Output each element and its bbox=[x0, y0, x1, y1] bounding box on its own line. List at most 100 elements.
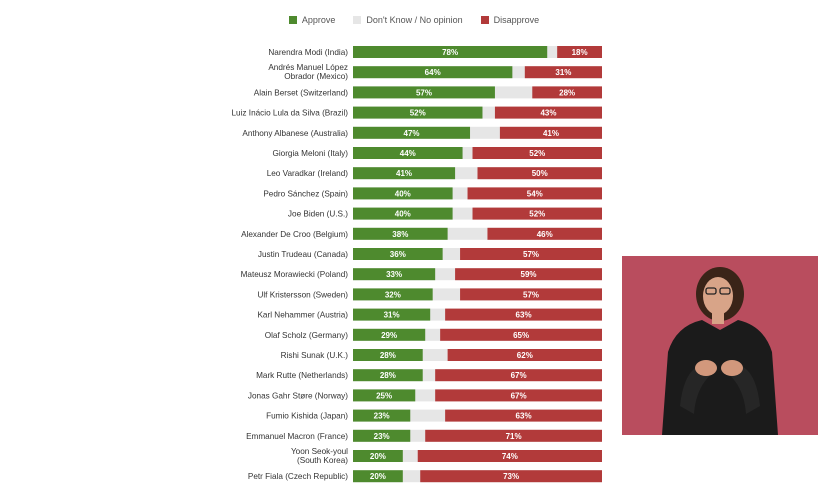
bar-approve bbox=[353, 328, 426, 341]
category-label: Ulf Kristersson (Sweden) bbox=[257, 290, 348, 299]
bar-approve bbox=[353, 167, 456, 180]
data-label-disapprove: 73% bbox=[503, 472, 519, 481]
bar-approve bbox=[353, 187, 453, 200]
category-label: Yoon Seok-youl (South Korea) bbox=[291, 447, 348, 465]
data-label-disapprove: 41% bbox=[543, 129, 559, 138]
data-label-approve: 47% bbox=[404, 129, 420, 138]
legend-swatch-disapprove bbox=[480, 16, 489, 24]
bar-approve bbox=[353, 308, 431, 321]
category-label: Petr Fiala (Czech Republic) bbox=[248, 472, 348, 481]
bar-approve bbox=[353, 86, 495, 99]
data-label-disapprove: 18% bbox=[572, 48, 588, 57]
data-label-approve: 28% bbox=[380, 351, 396, 360]
data-label-disapprove: 52% bbox=[529, 149, 545, 158]
bar-disapprove bbox=[460, 288, 602, 301]
bar-disapprove bbox=[435, 389, 602, 402]
legend-label-approve: Approve bbox=[301, 15, 336, 25]
category-label: Alain Berset (Switzerland) bbox=[254, 88, 348, 97]
data-label-approve: 31% bbox=[384, 311, 400, 320]
data-label-disapprove: 67% bbox=[511, 371, 527, 380]
bar-disapprove bbox=[557, 46, 602, 58]
data-label-disapprove: 63% bbox=[516, 311, 532, 320]
data-label-approve: 32% bbox=[385, 290, 401, 299]
legend-item-neutral: Don't Know / No opinion bbox=[353, 15, 463, 25]
category-label: Rishi Sunak (U.K.) bbox=[281, 351, 349, 360]
data-label-approve: 25% bbox=[376, 391, 392, 400]
data-label-disapprove: 54% bbox=[527, 189, 543, 198]
data-label-approve: 36% bbox=[390, 250, 406, 259]
category-label: Mateusz Morawiecki (Poland) bbox=[241, 270, 349, 279]
legend-label-neutral: Don't Know / No opinion bbox=[366, 15, 463, 25]
category-label: Mark Rutte (Netherlands) bbox=[256, 371, 348, 380]
data-label-approve: 40% bbox=[395, 210, 411, 219]
bar-disapprove bbox=[445, 409, 602, 422]
data-label-disapprove: 50% bbox=[532, 169, 548, 178]
bar-disapprove bbox=[494, 106, 602, 119]
bar-approve bbox=[353, 46, 548, 58]
data-label-approve: 78% bbox=[442, 48, 458, 57]
bar-disapprove bbox=[435, 369, 602, 382]
bar-disapprove bbox=[440, 328, 602, 341]
bar-disapprove bbox=[445, 308, 602, 321]
category-label: Emmanuel Macron (France) bbox=[246, 432, 348, 441]
sign-language-interpreter-video bbox=[622, 256, 818, 435]
bar-disapprove bbox=[447, 349, 602, 361]
bar-disapprove bbox=[477, 167, 602, 180]
category-label: Justin Trudeau (Canada) bbox=[258, 250, 348, 259]
legend-label-disapprove: Disapprove bbox=[493, 15, 540, 25]
legend-item-disapprove: Disapprove bbox=[480, 15, 540, 25]
category-label: Joe Biden (U.S.) bbox=[288, 210, 348, 219]
data-label-approve: 28% bbox=[380, 371, 396, 380]
category-label: Alexander De Croo (Belgium) bbox=[241, 230, 348, 239]
data-label-approve: 20% bbox=[370, 452, 386, 461]
bar-approve bbox=[353, 248, 443, 260]
bar-approve bbox=[353, 66, 513, 79]
bar-disapprove bbox=[532, 86, 602, 99]
bar-disapprove bbox=[524, 66, 602, 79]
category-label: Karl Nehammer (Austria) bbox=[257, 311, 348, 320]
bar-disapprove bbox=[487, 227, 602, 240]
data-label-disapprove: 46% bbox=[537, 230, 553, 239]
category-label: Andrés Manuel López Obrador (Mexico) bbox=[268, 63, 348, 81]
data-label-approve: 64% bbox=[425, 68, 441, 77]
bar-disapprove bbox=[455, 268, 602, 281]
bar-approve bbox=[353, 227, 448, 240]
data-label-disapprove: 57% bbox=[523, 250, 539, 259]
data-label-approve: 23% bbox=[374, 412, 390, 421]
chart-legend: Approve Don't Know / No opinion Disappro… bbox=[0, 15, 828, 25]
data-label-approve: 41% bbox=[396, 169, 412, 178]
category-label: Leo Varadkar (Ireland) bbox=[267, 169, 349, 178]
bar-approve bbox=[353, 450, 403, 462]
bar-disapprove bbox=[460, 248, 602, 260]
data-label-disapprove: 52% bbox=[529, 210, 545, 219]
data-label-approve: 38% bbox=[392, 230, 408, 239]
bar-approve bbox=[353, 369, 423, 382]
data-label-approve: 57% bbox=[416, 88, 432, 97]
legend-swatch-approve bbox=[288, 16, 297, 24]
data-label-disapprove: 67% bbox=[511, 391, 527, 400]
bar-approve bbox=[353, 470, 403, 483]
data-label-disapprove: 57% bbox=[523, 290, 539, 299]
bar-approve bbox=[353, 207, 453, 220]
bar-disapprove bbox=[425, 429, 602, 442]
bar-disapprove bbox=[417, 450, 602, 462]
bar-approve bbox=[353, 268, 436, 281]
data-label-approve: 52% bbox=[410, 109, 426, 118]
category-label: Luiz Inácio Lula da Silva (Brazil) bbox=[232, 109, 349, 118]
bar-approve bbox=[353, 349, 423, 361]
bar-approve bbox=[353, 409, 411, 422]
data-label-approve: 44% bbox=[400, 149, 416, 158]
bar-approve bbox=[353, 389, 416, 402]
data-label-disapprove: 71% bbox=[506, 432, 522, 441]
category-label: Narendra Modi (India) bbox=[268, 48, 348, 57]
data-label-disapprove: 63% bbox=[516, 412, 532, 421]
data-label-approve: 29% bbox=[381, 331, 397, 340]
bar-disapprove bbox=[472, 207, 602, 220]
bar-approve bbox=[353, 147, 463, 159]
bar-disapprove bbox=[499, 126, 602, 139]
bar-disapprove bbox=[467, 187, 602, 200]
data-label-disapprove: 31% bbox=[555, 68, 571, 77]
data-label-approve: 40% bbox=[395, 189, 411, 198]
bar-disapprove bbox=[420, 470, 602, 483]
